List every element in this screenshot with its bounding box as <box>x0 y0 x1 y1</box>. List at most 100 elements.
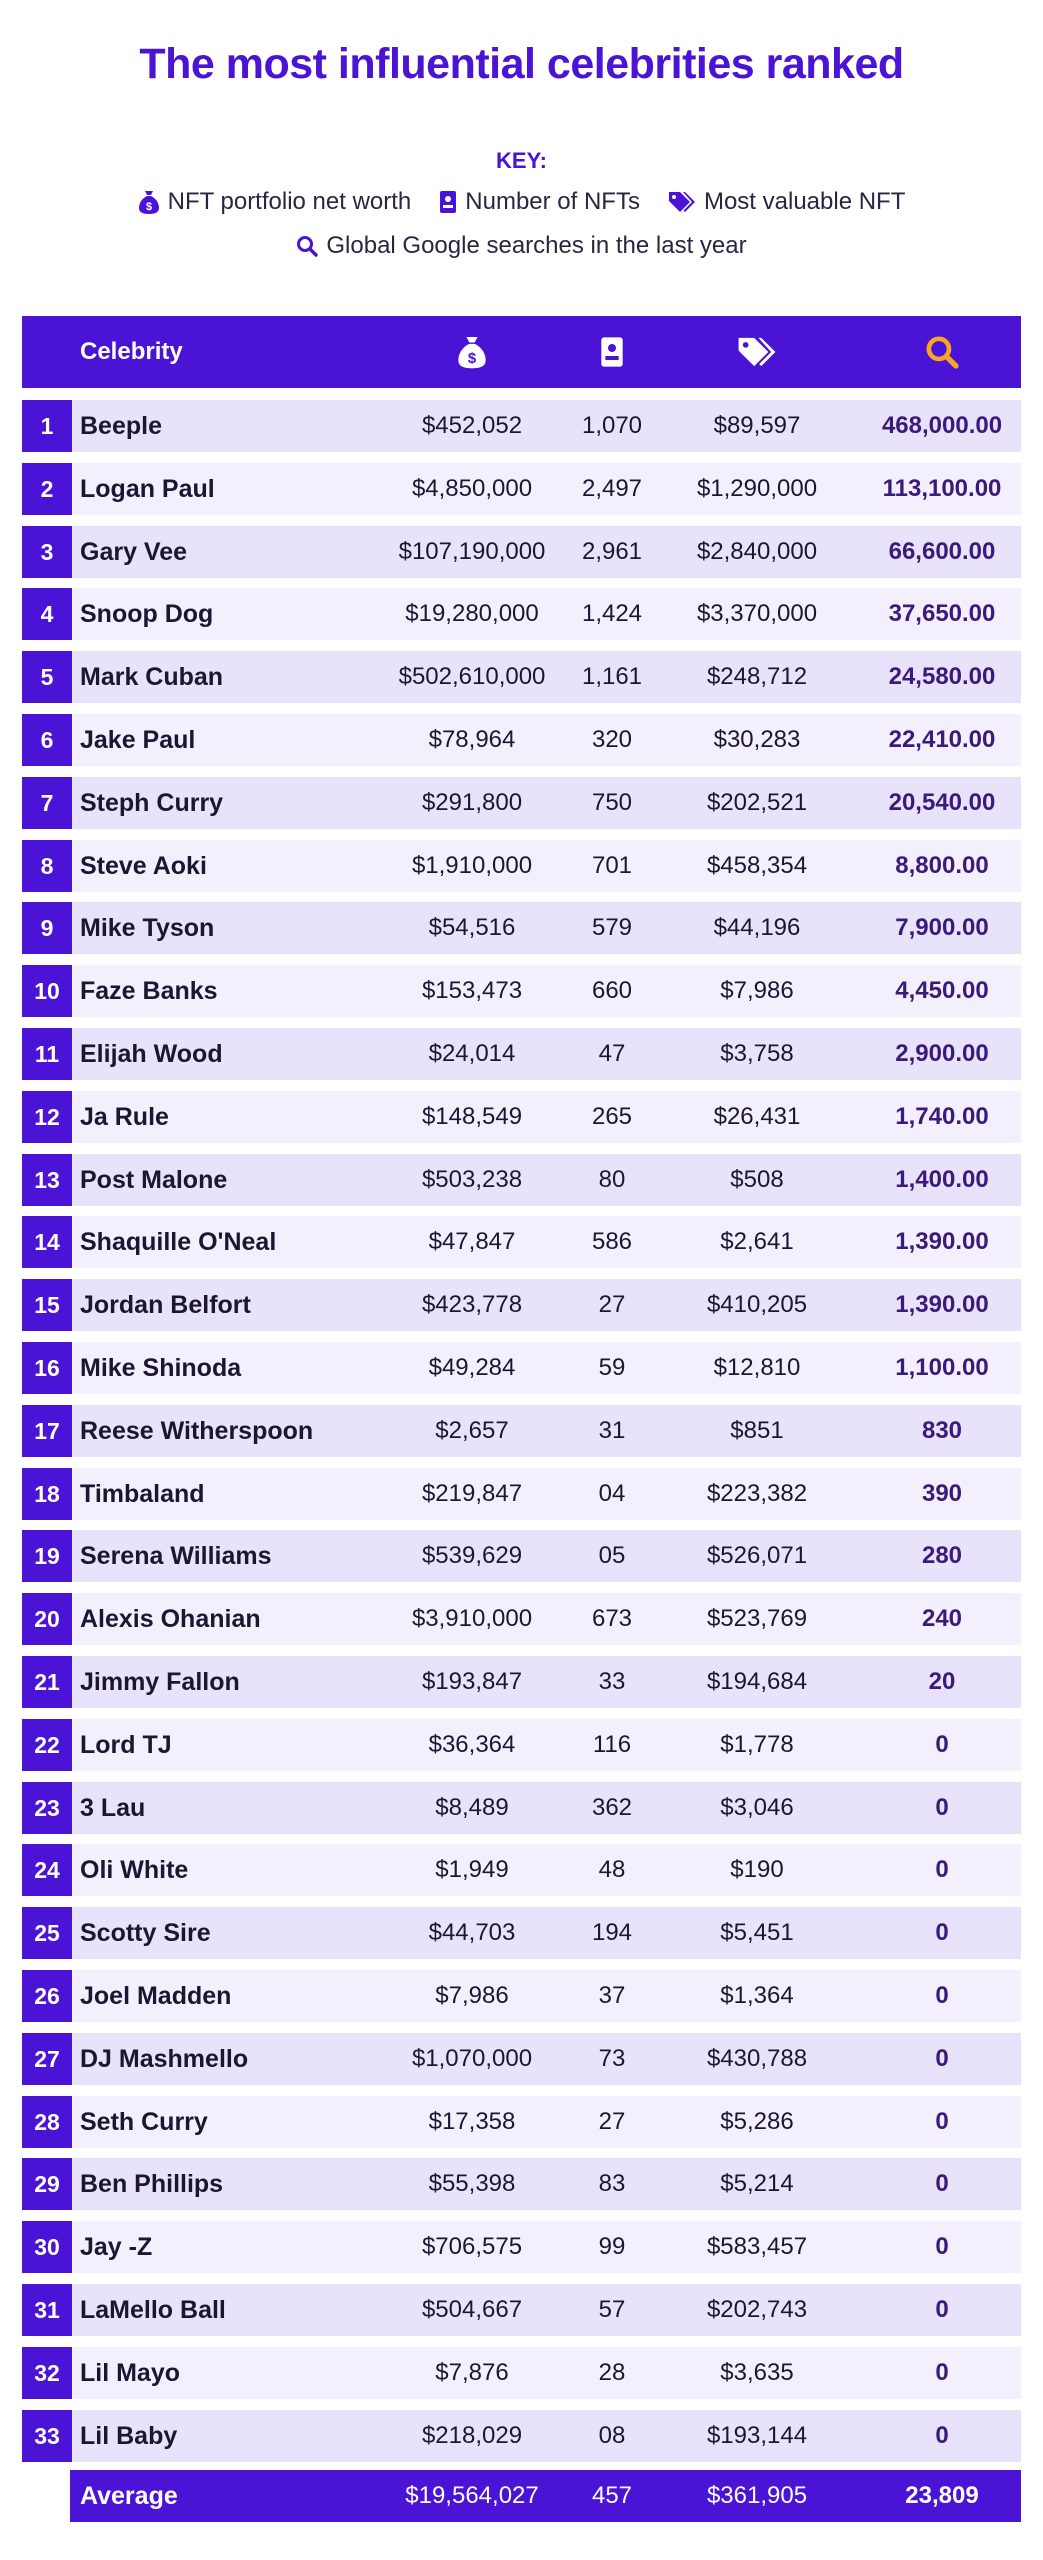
most-valuable-cell: $410,205 <box>706 1291 808 1318</box>
celebrity-name: Ben Phillips <box>80 2169 224 2198</box>
table-row: 17 Reese Witherspoon $2,657 31 $851 830 <box>22 1405 1021 1457</box>
rank-cell: 5 <box>22 651 72 703</box>
rank-cell: 23 <box>22 1782 72 1834</box>
searches-cell: 1,740.00 <box>895 1103 989 1130</box>
most-valuable-cell: $12,810 <box>713 1354 801 1381</box>
searches-cell: 1,390.00 <box>895 1291 989 1318</box>
rank-cell: 20 <box>22 1593 72 1645</box>
table-row: 12 Ja Rule $148,549 265 $26,431 1,740.00 <box>22 1091 1021 1143</box>
rank-cell: 26 <box>22 1970 72 2022</box>
most-valuable-cell: $2,840,000 <box>696 538 818 565</box>
most-valuable-cell: $223,382 <box>706 1480 808 1507</box>
average-net-worth: $19,564,027 <box>405 2482 539 2509</box>
nft-count-cell: 116 <box>592 1731 632 1758</box>
rank-cell: 16 <box>22 1342 72 1394</box>
celebrity-name: Steph Curry <box>80 788 224 817</box>
average-most-valuable: $361,905 <box>706 2482 808 2509</box>
net-worth-cell: $423,778 <box>421 1291 523 1318</box>
nft-count-cell: 05 <box>598 1542 626 1569</box>
most-valuable-cell: $508 <box>730 1166 784 1193</box>
net-worth-cell: $1,910,000 <box>411 852 533 879</box>
net-worth-cell: $502,610,000 <box>398 663 546 690</box>
net-worth-cell: $36,364 <box>428 1731 516 1758</box>
celebrity-name: Jimmy Fallon <box>80 1667 240 1696</box>
most-valuable-cell: $194,684 <box>706 1668 808 1695</box>
most-valuable-cell: $1,364 <box>720 1982 794 2009</box>
price-tags-icon <box>668 192 695 212</box>
celebrity-name: Seth Curry <box>80 2107 208 2136</box>
svg-text:$: $ <box>146 201 152 213</box>
celebrity-name: LaMello Ball <box>80 2295 226 2324</box>
table-row: 1 Beeple $452,052 1,070 $89,597 468,000.00 <box>22 400 1021 452</box>
rank-cell: 2 <box>22 463 72 515</box>
nft-count-cell: 673 <box>591 1605 633 1632</box>
nft-count-cell: 59 <box>598 1354 626 1381</box>
nft-count-cell: 83 <box>598 2170 626 2197</box>
key-searches-label: Global Google searches in the last year <box>326 232 747 259</box>
most-valuable-cell: $430,788 <box>706 2045 808 2072</box>
nft-count-cell: 1,424 <box>581 600 643 627</box>
net-worth-cell: $148,549 <box>421 1103 523 1130</box>
rank-cell: 25 <box>22 1907 72 1959</box>
most-valuable-cell: $523,769 <box>706 1605 808 1632</box>
search-icon <box>297 236 319 257</box>
net-worth-cell: $19,280,000 <box>405 600 539 627</box>
table-row: 22 Lord TJ $36,364 116 $1,778 0 <box>22 1719 1021 1771</box>
searches-cell: 0 <box>935 1731 949 1758</box>
searches-cell: 2,900.00 <box>895 1040 989 1067</box>
nft-count-cell: 37 <box>598 1982 626 2009</box>
celebrity-name: Beeple <box>80 411 162 440</box>
table-row: 31 LaMello Ball $504,667 57 $202,743 0 <box>22 2284 1021 2336</box>
rank-cell: 3 <box>22 526 72 578</box>
searches-cell: 0 <box>935 2045 949 2072</box>
celebrity-name: Gary Vee <box>80 537 188 566</box>
most-valuable-cell: $30,283 <box>713 726 801 753</box>
net-worth-cell: $218,029 <box>421 2422 523 2449</box>
rank-cell: 15 <box>22 1279 72 1331</box>
key-item-count: Number of NFTs <box>439 188 640 216</box>
searches-cell: 240 <box>921 1605 963 1632</box>
celebrity-name: Serena Williams <box>80 1541 272 1570</box>
nft-count-cell: 2,961 <box>581 538 643 565</box>
average-label: Average <box>80 2481 178 2510</box>
celebrity-name: Shaquille O'Neal <box>80 1227 277 1256</box>
most-valuable-cell: $3,635 <box>720 2359 794 2386</box>
celebrity-name: Faze Banks <box>80 976 218 1005</box>
key-label: KEY: <box>496 148 547 173</box>
rank-cell: 32 <box>22 2347 72 2399</box>
searches-cell: 280 <box>921 1542 963 1569</box>
most-valuable-cell: $3,046 <box>720 1794 794 1821</box>
net-worth-cell: $107,190,000 <box>398 538 546 565</box>
header-most-valuable <box>652 316 862 388</box>
net-worth-cell: $539,629 <box>421 1542 523 1569</box>
net-worth-cell: $2,657 <box>435 1417 509 1444</box>
table-row: 13 Post Malone $503,238 80 $508 1,400.00 <box>22 1154 1021 1206</box>
net-worth-cell: $1,070,000 <box>411 2045 533 2072</box>
nft-count-cell: 579 <box>591 914 633 941</box>
net-worth-cell: $17,358 <box>428 2108 516 2135</box>
celebrity-name: Jordan Belfort <box>80 1290 251 1319</box>
nft-count-cell: 1,070 <box>581 412 643 439</box>
header-net-worth: $ <box>367 316 577 388</box>
table-header: Celebrity $ <box>22 316 1021 388</box>
nft-count-cell: 28 <box>598 2359 626 2386</box>
nft-count-cell: 73 <box>598 2045 626 2072</box>
net-worth-cell: $54,516 <box>428 914 516 941</box>
most-valuable-cell: $851 <box>730 1417 784 1444</box>
net-worth-cell: $78,964 <box>428 726 516 753</box>
table-row: 16 Mike Shinoda $49,284 59 $12,810 1,100.00 <box>22 1342 1021 1394</box>
table-row: 9 Mike Tyson $54,516 579 $44,196 7,900.00 <box>22 902 1021 954</box>
searches-cell: 0 <box>935 1856 949 1883</box>
key-most-valuable-label: Most valuable NFT <box>703 188 906 215</box>
key-net-worth-label: NFT portfolio net worth <box>167 188 412 215</box>
table-row: 6 Jake Paul $78,964 320 $30,283 22,410.00 <box>22 714 1021 766</box>
rank-cell: 33 <box>22 2410 72 2462</box>
id-card-icon <box>440 191 457 213</box>
average-count: 457 <box>591 2482 633 2509</box>
most-valuable-cell: $7,986 <box>720 977 794 1004</box>
table-row: 28 Seth Curry $17,358 27 $5,286 0 <box>22 2096 1021 2148</box>
celebrity-name: DJ Mashmello <box>80 2044 249 2073</box>
searches-cell: 0 <box>935 1919 949 1946</box>
nft-count-cell: 31 <box>598 1417 626 1444</box>
table-row: 26 Joel Madden $7,986 37 $1,364 0 <box>22 1970 1021 2022</box>
